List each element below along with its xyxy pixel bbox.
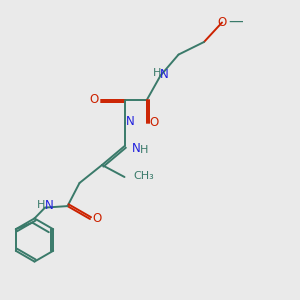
Text: H: H — [140, 145, 148, 155]
Text: N: N — [44, 199, 53, 212]
Text: N: N — [126, 115, 135, 128]
Text: H: H — [37, 200, 45, 210]
Text: —: — — [228, 14, 243, 29]
Text: N: N — [160, 68, 169, 81]
Text: H: H — [152, 68, 161, 78]
Text: O: O — [218, 16, 226, 29]
Text: N: N — [132, 142, 141, 155]
Text: O: O — [149, 116, 158, 130]
Text: O: O — [92, 212, 101, 226]
Text: O: O — [90, 93, 99, 106]
Text: CH₃: CH₃ — [134, 171, 154, 182]
